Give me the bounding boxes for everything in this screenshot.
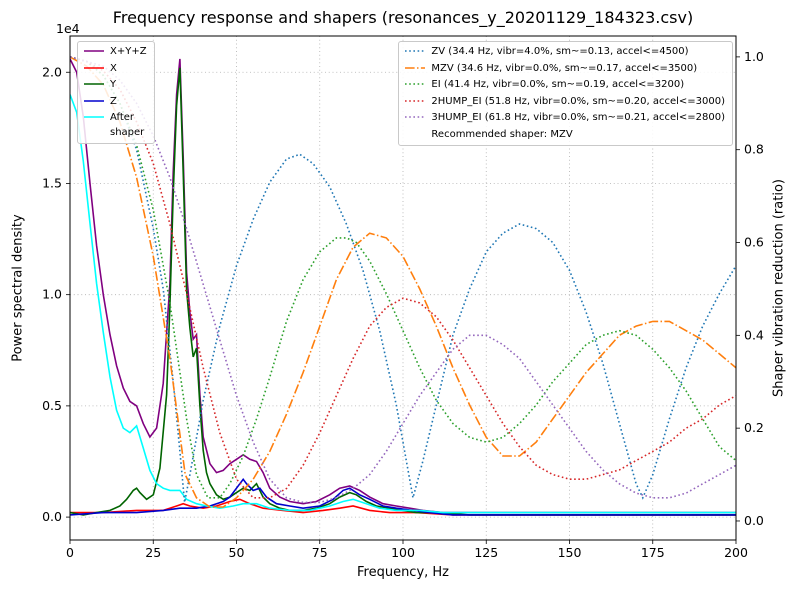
legend-item-mzv: MZV (34.6 Hz, vibr=0.0%, sm~=0.17, accel… (404, 62, 725, 79)
legend-label: X (110, 62, 117, 74)
left-y-tick-label: 0.5 (42, 398, 62, 413)
right-y-tick-label: 0.0 (744, 513, 764, 528)
legend-label: Z (110, 95, 117, 107)
zv-line-swatch-icon (404, 45, 426, 62)
left-y-tick-label: 1.5 (42, 175, 62, 190)
right-y-tick-label: 0.6 (744, 235, 764, 250)
x-tick-label: 25 (145, 545, 161, 560)
psd-line-after-shaper (70, 94, 736, 514)
shaper-legend: ZV (34.4 Hz, vibr=4.0%, sm~=0.13, accel<… (398, 41, 733, 146)
after-shaper-line-swatch-icon (83, 111, 105, 128)
legend-label: After shaper (110, 112, 145, 138)
left-axis-multiplier: 1e4 (56, 21, 80, 36)
x-tick-label: 100 (391, 545, 415, 560)
shaper-line-zv (70, 56, 736, 503)
shaper-line-mzv (70, 56, 736, 508)
right-y-tick-label: 0.4 (744, 327, 764, 342)
left-y-tick-label: 1.0 (42, 287, 62, 302)
x-tick-label: 200 (724, 545, 748, 560)
3hump-ei-line-swatch-icon (404, 111, 426, 128)
legend-label: 3HUMP_EI (61.8 Hz, vibr=0.0%, sm~=0.21, … (431, 112, 725, 123)
shaper-line-ei (70, 56, 736, 499)
right-y-tick-label: 0.8 (744, 142, 764, 157)
x-line-swatch-icon (83, 62, 105, 79)
legend-label: EI (41.4 Hz, vibr=0.0%, sm~=0.19, accel<… (431, 79, 685, 90)
psd-legend: X+Y+Z X Y Z After shaper (77, 41, 155, 144)
x-tick-label: 75 (312, 545, 328, 560)
psd-line-z (70, 477, 736, 516)
shaper-line-3hump-ei (70, 56, 736, 504)
2hump-ei-line-swatch-icon (404, 95, 426, 112)
legend-item-x: X (83, 62, 147, 79)
x-axis-label: Frequency, Hz (356, 565, 450, 580)
legend-item-ei: EI (41.4 Hz, vibr=0.0%, sm~=0.19, accel<… (404, 78, 725, 95)
x-tick-label: 50 (229, 545, 245, 560)
axis-ticks (66, 56, 740, 544)
mzv-line-swatch-icon (404, 62, 426, 79)
recommended-shaper-text: Recommended shaper: MZV (431, 128, 573, 140)
legend-item-zv: ZV (34.4 Hz, vibr=4.0%, sm~=0.13, accel<… (404, 45, 725, 62)
y-line-swatch-icon (83, 78, 105, 95)
legend-item-after-shaper: After shaper (83, 111, 147, 140)
legend-item-z: Z (83, 95, 147, 112)
legend-label: X+Y+Z (110, 46, 147, 57)
x-tick-label: 175 (641, 545, 665, 560)
shaper-line-2hump-ei (70, 56, 736, 499)
psd-line-xyz (70, 58, 736, 514)
xyz-line-swatch-icon (83, 45, 105, 62)
series-group (70, 56, 736, 516)
legend-label: MZV (34.6 Hz, vibr=0.0%, sm~=0.17, accel… (431, 62, 698, 74)
left-y-tick-label: 0.0 (42, 509, 62, 524)
legend-label: Y (110, 79, 117, 90)
right-y-axis-label: Shaper vibration reduction (ratio) (771, 179, 787, 397)
legend-item-xyz: X+Y+Z (83, 45, 147, 62)
legend-label: ZV (34.4 Hz, vibr=4.0%, sm~=0.13, accel<… (431, 46, 689, 57)
legend-item-2hump-ei: 2HUMP_EI (51.8 Hz, vibr=0.0%, sm~=0.20, … (404, 95, 725, 112)
z-line-swatch-icon (83, 95, 105, 112)
right-y-tick-label: 1.0 (744, 49, 764, 64)
psd-line-y (70, 67, 736, 516)
left-y-axis-label: Power spectral density (10, 214, 26, 362)
left-y-tick-label: 2.0 (42, 64, 62, 79)
x-tick-label: 0 (66, 545, 74, 560)
legend-label: 2HUMP_EI (51.8 Hz, vibr=0.0%, sm~=0.20, … (431, 95, 725, 107)
legend-item-3hump-ei: 3HUMP_EI (61.8 Hz, vibr=0.0%, sm~=0.21, … (404, 111, 725, 128)
chart-title: Frequency response and shapers (resonanc… (112, 8, 694, 27)
ei-line-swatch-icon (404, 78, 426, 95)
legend-item-y: Y (83, 78, 147, 95)
right-y-tick-label: 0.2 (744, 420, 764, 435)
x-tick-label: 125 (474, 545, 498, 560)
x-tick-label: 150 (558, 545, 582, 560)
